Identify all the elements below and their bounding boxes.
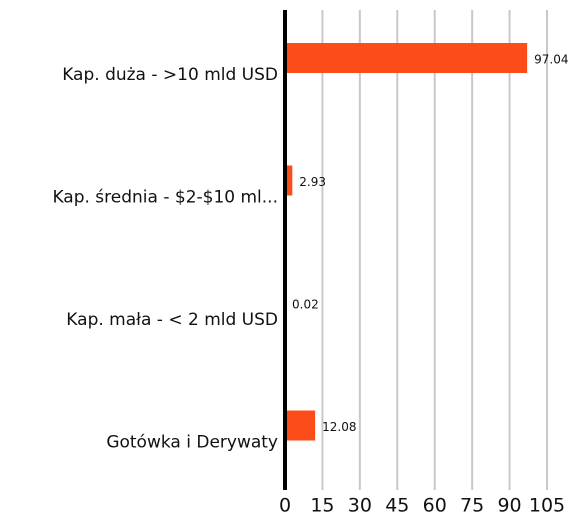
x-tick-label: 60: [423, 495, 447, 516]
value-label: 97.04: [534, 53, 568, 67]
x-tick-label: 45: [385, 495, 409, 516]
y-tick-label: Kap. duża - >10 mld USD: [62, 65, 278, 85]
x-tick-label: 105: [529, 495, 565, 516]
bar: [285, 165, 293, 196]
bar: [285, 43, 528, 73]
x-tick-label: 75: [460, 495, 484, 516]
value-label: 0.02: [292, 298, 319, 312]
x-tick-label: 30: [348, 495, 372, 516]
x-tick-label: 0: [279, 495, 291, 516]
y-tick-label: Gotówka i Derywaty: [106, 433, 278, 453]
x-tick-label: 90: [497, 495, 521, 516]
y-tick-label: Kap. mała - < 2 mld USD: [66, 310, 278, 330]
value-label: 2.93: [299, 175, 326, 189]
x-tick-label: 15: [310, 495, 334, 516]
value-label: 12.08: [322, 420, 356, 434]
y-tick-label: Kap. średnia - $2-$10 ml...: [52, 188, 278, 208]
bar: [285, 410, 316, 441]
